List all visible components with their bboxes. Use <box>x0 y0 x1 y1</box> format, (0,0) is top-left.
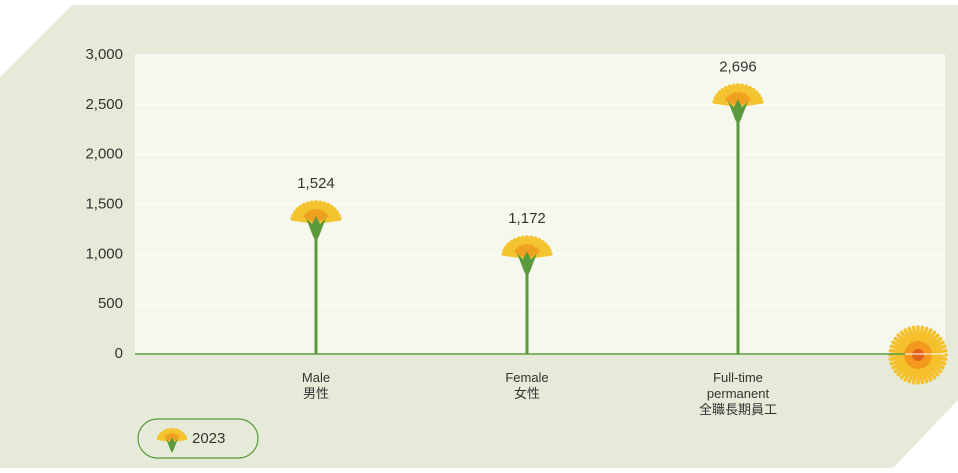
x-tick-label: Female 女性 <box>447 370 607 402</box>
decor-core <box>912 349 924 361</box>
x-tick-label: Male 男性 <box>236 370 396 402</box>
y-tick-label: 0 <box>115 345 123 362</box>
legend-label: 2023 <box>192 430 225 447</box>
y-tick-label: 1,000 <box>85 245 123 262</box>
decor-flower <box>890 327 946 383</box>
x-tick-label: Full-time permanent 全職長期員工 <box>658 370 818 418</box>
y-tick-label: 2,000 <box>85 146 123 163</box>
value-label: 2,696 <box>719 58 757 75</box>
value-label: 1,172 <box>508 210 546 227</box>
y-tick-label: 3,000 <box>85 46 123 63</box>
y-tick-label: 1,500 <box>85 195 123 212</box>
value-label: 1,524 <box>297 175 335 192</box>
page: 0 500 1,000 1,500 2,000 2,500 3,000 1,524 1,172 2… <box>0 0 958 473</box>
y-tick-label: 2,500 <box>85 96 123 113</box>
y-tick-label: 500 <box>98 295 123 312</box>
